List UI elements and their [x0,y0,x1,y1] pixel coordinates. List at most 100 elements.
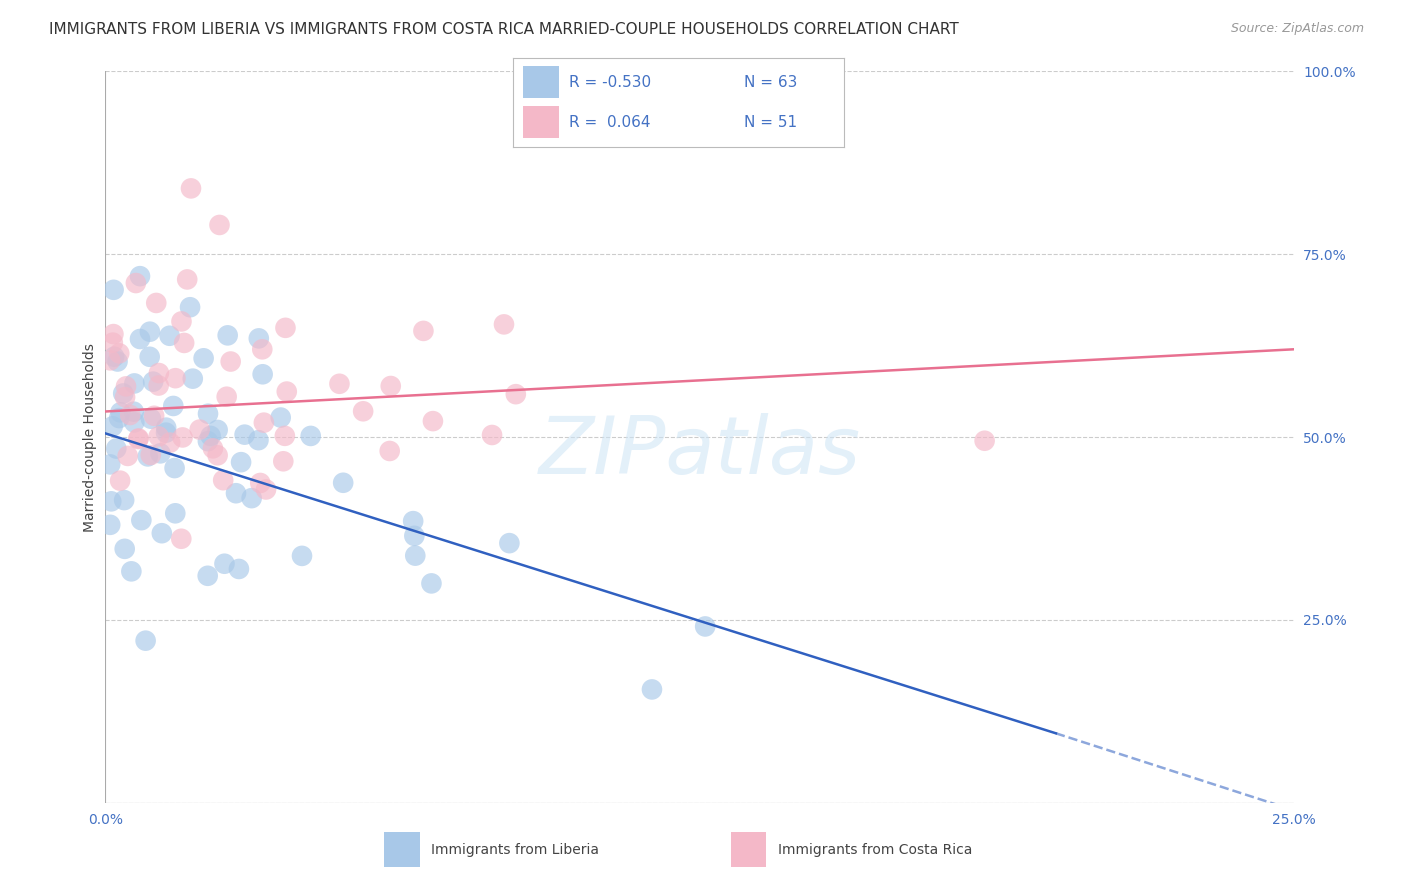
Point [270,410,292,425]
Point [641,682,664,697]
Point [135,633,157,648]
Point [219,354,242,368]
Point [181,372,204,386]
Point [352,404,374,418]
Point [404,529,426,543]
Point [101,335,124,350]
Point [420,576,443,591]
Point [505,387,527,401]
Point [253,416,276,430]
Point [98,353,121,368]
Point [131,513,153,527]
Text: Source: ZipAtlas.com: Source: ZipAtlas.com [1230,22,1364,36]
Point [492,318,515,332]
Point [172,430,194,444]
Point [110,405,132,419]
Point [150,526,173,541]
Point [215,390,238,404]
Point [139,325,162,339]
Point [207,448,229,462]
Point [122,405,145,419]
Point [103,350,125,364]
FancyBboxPatch shape [731,832,766,867]
Point [180,181,202,195]
Point [197,434,219,449]
FancyBboxPatch shape [384,832,419,867]
Point [173,335,195,350]
Point [247,433,270,447]
Point [115,379,138,393]
Point [328,376,350,391]
Point [136,450,159,464]
Point [197,407,219,421]
Point [170,314,193,328]
Point [380,379,402,393]
FancyBboxPatch shape [523,106,560,138]
Point [125,276,148,290]
Point [214,557,236,571]
Point [378,444,401,458]
Point [155,420,177,434]
Point [254,483,277,497]
Point [149,446,172,460]
Point [274,321,297,335]
Point [112,493,135,508]
Point [422,414,444,428]
Point [404,549,426,563]
Y-axis label: Married-couple Households: Married-couple Households [83,343,97,532]
Point [274,429,297,443]
Point [127,432,149,446]
Point [108,346,131,360]
Point [100,494,122,508]
Point [98,458,121,472]
Point [402,514,425,528]
Point [103,283,125,297]
Point [139,448,162,462]
Point [208,218,231,232]
Point [188,423,211,437]
Point [165,506,187,520]
Point [271,454,294,468]
Point [129,269,152,284]
Point [247,331,270,345]
Point [163,461,186,475]
Point [252,368,274,382]
Point [481,428,503,442]
Text: ZIPatlas: ZIPatlas [538,413,860,491]
Point [240,491,263,505]
Point [249,475,271,490]
Point [148,378,170,392]
Point [193,351,215,366]
Point [176,272,198,286]
Point [108,411,131,425]
Point [129,332,152,346]
Point [228,562,250,576]
Point [138,350,160,364]
Point [695,619,717,633]
Point [332,475,354,490]
Text: Immigrants from Liberia: Immigrants from Liberia [432,843,599,856]
Point [98,517,121,532]
Point [159,328,181,343]
Point [233,427,256,442]
Point [128,432,150,446]
Point [107,354,129,368]
Point [120,408,142,422]
Point [139,411,162,425]
Point [103,327,125,342]
Point [165,371,187,385]
Point [212,473,235,487]
Point [155,425,177,440]
Point [412,324,434,338]
Point [108,474,131,488]
Text: IMMIGRANTS FROM LIBERIA VS IMMIGRANTS FROM COSTA RICA MARRIED-COUPLE HOUSEHOLDS : IMMIGRANTS FROM LIBERIA VS IMMIGRANTS FR… [49,22,959,37]
Text: N = 51: N = 51 [745,115,797,129]
Point [229,455,252,469]
Point [117,449,139,463]
Point [162,399,184,413]
Point [112,386,135,401]
FancyBboxPatch shape [523,66,560,98]
Point [217,328,239,343]
Point [120,565,142,579]
Point [225,486,247,500]
